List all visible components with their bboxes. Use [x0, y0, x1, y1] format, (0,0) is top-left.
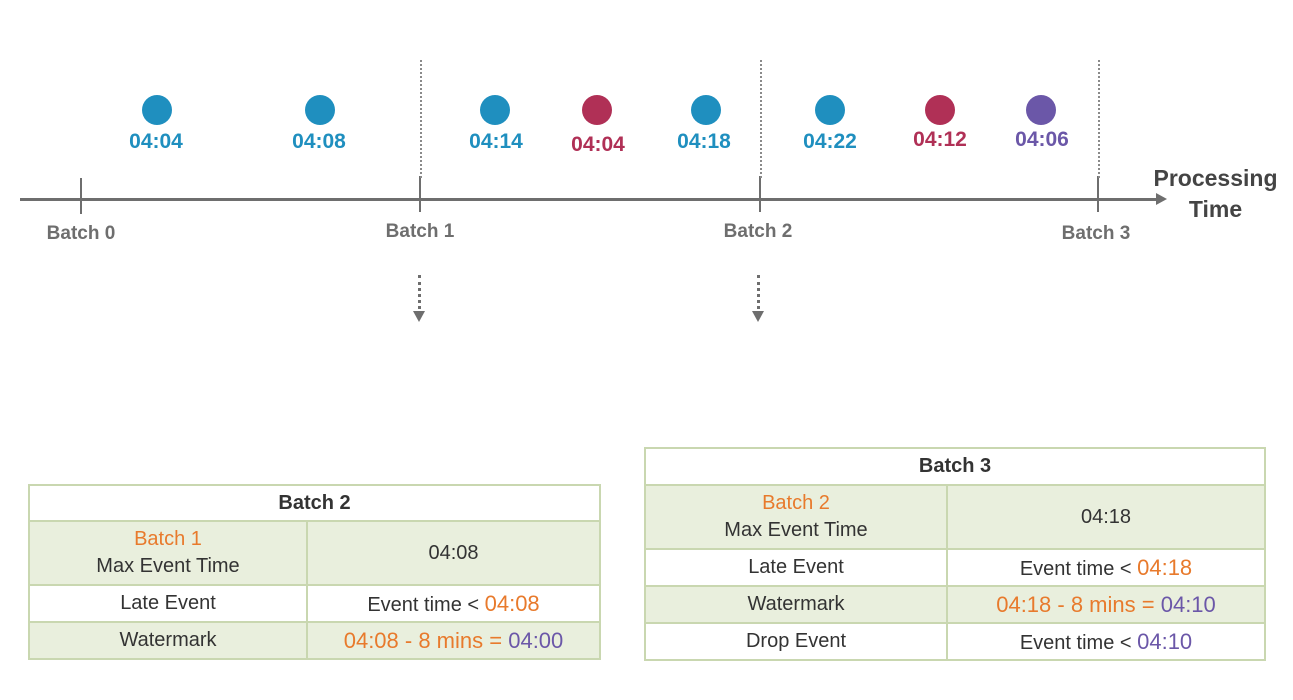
row-value-prefix: Event time <: [1019, 557, 1132, 580]
batch-0-label: Batch 0: [46, 223, 116, 244]
event-time-label: 04:12: [913, 128, 967, 151]
batch-3-table: Batch 3 Batch 2 Max Event Time 04:18 Lat…: [644, 447, 1266, 661]
axis-arrowhead: [1156, 193, 1167, 205]
table-row: Late Event Event time < 04:18: [644, 548, 1266, 587]
batch-3-tick: [1097, 176, 1099, 212]
batch-3-label: Batch 3: [1061, 223, 1131, 244]
table-row: Batch 2 Max Event Time 04:18: [644, 484, 1266, 550]
batch-2-label: Batch 2: [723, 221, 793, 242]
event-dot: [305, 95, 335, 125]
batch-0-tick: [80, 178, 82, 214]
row-value: Event time < 04:10: [946, 622, 1266, 661]
row-label-accent: Batch 1: [134, 528, 202, 550]
watermark-result: 04:10: [1160, 591, 1216, 617]
batch-2-down-arrow-head: [752, 311, 764, 322]
batch-1-tick: [419, 176, 421, 212]
table-title: Batch 3: [644, 447, 1266, 486]
batch-2-down-arrow-shaft: [757, 275, 760, 309]
batch-1-boundary: [420, 60, 422, 178]
table-row: Batch 1 Max Event Time 04:08: [28, 520, 601, 586]
event-dot: [142, 95, 172, 125]
row-label-accent: Batch 2: [762, 492, 830, 514]
row-value-time: 04:08: [484, 590, 540, 616]
event-dot: [480, 95, 510, 125]
batch-1-down-arrow-head: [413, 311, 425, 322]
batch-1-down-arrow-shaft: [418, 275, 421, 309]
axis-label-line2: Time: [1188, 196, 1243, 222]
watermark-result: 04:00: [508, 627, 564, 653]
axis-label-line1: Processing: [1153, 165, 1278, 191]
event-time-label: 04:08: [292, 130, 346, 153]
timeline-axis: [20, 198, 1158, 201]
row-value: Event time < 04:18: [946, 548, 1266, 587]
event-time-label: 04:04: [129, 130, 183, 153]
row-label-text: Max Event Time: [724, 519, 868, 541]
event-dot: [1026, 95, 1056, 125]
axis-label: Processing Time: [1138, 163, 1293, 225]
event-time-label: 04:22: [803, 130, 857, 153]
table-row: Drop Event Event time < 04:10: [644, 622, 1266, 661]
batch-2-table: Batch 2 Batch 1 Max Event Time 04:08 Lat…: [28, 484, 601, 660]
table-row: Watermark 04:18 - 8 mins = 04:10: [644, 585, 1266, 624]
table-row: Late Event Event time < 04:08: [28, 584, 601, 623]
row-value-time: 04:18: [1137, 554, 1193, 580]
row-label: Batch 1 Max Event Time: [28, 520, 308, 586]
batch-3-boundary: [1098, 60, 1100, 178]
row-label-text: Max Event Time: [96, 555, 240, 577]
row-label: Late Event: [644, 548, 948, 587]
batch-1-label: Batch 1: [385, 221, 455, 242]
watermark-formula: 04:18 - 8 mins =: [996, 591, 1155, 617]
row-value-time: 04:10: [1137, 628, 1193, 654]
table-row: Watermark 04:08 - 8 mins = 04:00: [28, 621, 601, 660]
row-value: 04:08 - 8 mins = 04:00: [306, 621, 601, 660]
event-dot: [582, 95, 612, 125]
row-label: Drop Event: [644, 622, 948, 661]
row-label: Watermark: [28, 621, 308, 660]
row-label: Watermark: [644, 585, 948, 624]
row-value: 04:18: [946, 484, 1266, 550]
event-time-label: 04:06: [1015, 128, 1069, 151]
row-value-prefix: Event time <: [367, 593, 480, 616]
row-value: 04:08: [306, 520, 601, 586]
batch-2-boundary: [760, 60, 762, 178]
table-title: Batch 2: [28, 484, 601, 522]
row-label: Batch 2 Max Event Time: [644, 484, 948, 550]
row-value: Event time < 04:08: [306, 584, 601, 623]
row-value-prefix: Event time <: [1019, 631, 1132, 654]
event-dot: [925, 95, 955, 125]
event-time-label: 04:04: [571, 133, 625, 156]
event-time-label: 04:18: [677, 130, 731, 153]
row-label: Late Event: [28, 584, 308, 623]
event-time-label: 04:14: [469, 130, 523, 153]
event-dot: [691, 95, 721, 125]
row-value: 04:18 - 8 mins = 04:10: [946, 585, 1266, 624]
batch-2-tick: [759, 176, 761, 212]
watermark-formula: 04:08 - 8 mins =: [343, 627, 503, 653]
event-dot: [815, 95, 845, 125]
